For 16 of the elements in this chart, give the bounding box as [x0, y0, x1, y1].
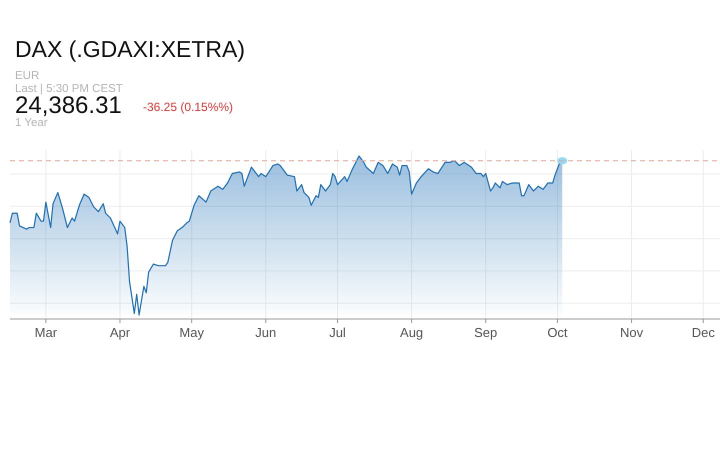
- text: 24,386.31: [15, 92, 122, 119]
- chart-subtitle: EUR: [15, 70, 40, 82]
- x-tick-label: May: [179, 325, 204, 340]
- x-tick-label: Dec: [692, 325, 716, 340]
- chart-title: DAX (.GDAXI:XETRA): [15, 36, 246, 62]
- x-tick-label: Aug: [400, 325, 424, 340]
- text: -36.25 (0.15%%): [143, 100, 234, 114]
- text: Last | 5:30 PM CEST: [15, 83, 123, 95]
- x-tick-label: Sep: [474, 325, 498, 340]
- text: 1 Year: [15, 117, 48, 129]
- x-tick-label: Nov: [620, 325, 644, 340]
- x-tick-label: Jun: [255, 325, 276, 340]
- x-tick-label: Apr: [110, 325, 131, 340]
- x-tick-label: Mar: [34, 325, 58, 340]
- x-tick-label: Oct: [547, 325, 568, 340]
- x-tick-label: Jul: [329, 325, 346, 340]
